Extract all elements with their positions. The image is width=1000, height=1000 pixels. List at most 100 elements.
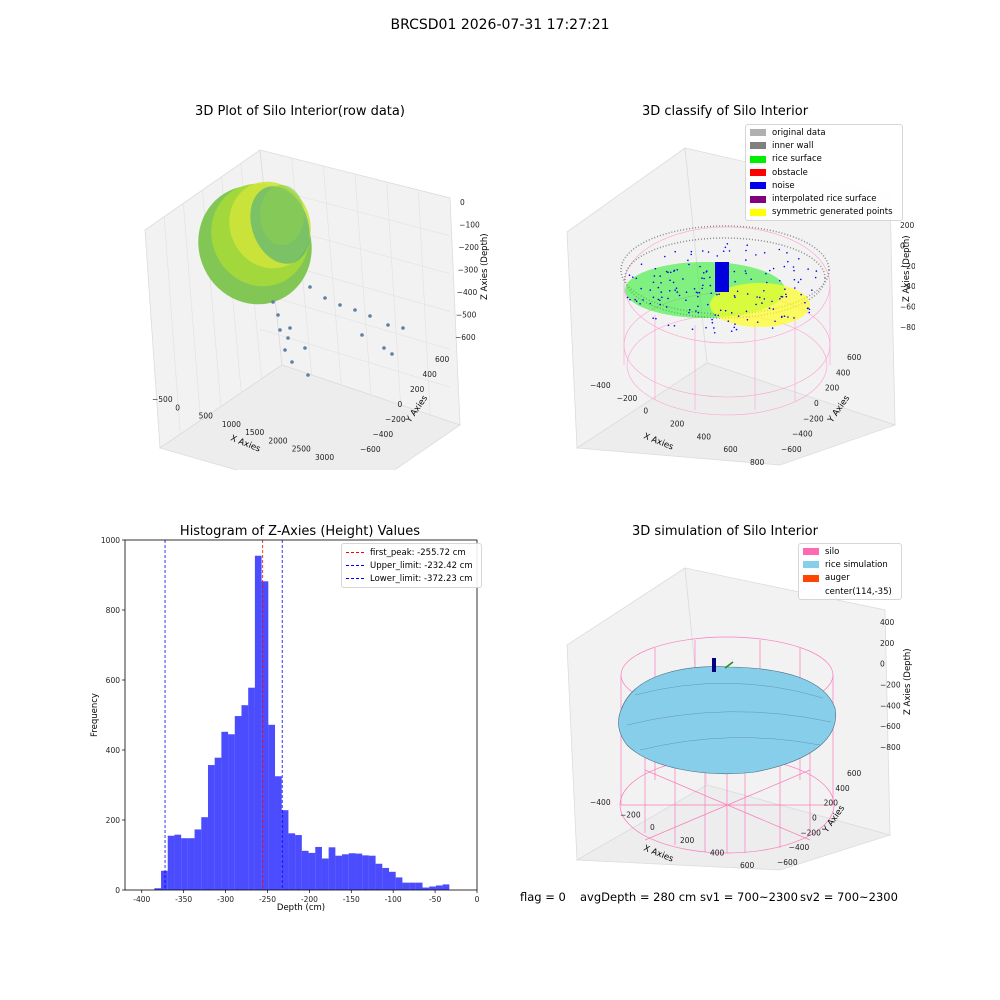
histogram-legend: first_peak: -255.72 cm Upper_limit: -232.…	[341, 543, 482, 588]
x-tick-label: 3000	[315, 453, 334, 462]
classify-zlabel: Z Axies (Depth)	[902, 235, 912, 302]
y-tick-label: 400	[836, 368, 851, 377]
histogram-y-tick-label: 1000	[101, 536, 120, 545]
histogram-bar	[261, 581, 269, 890]
x-tick-label: −200	[620, 811, 641, 820]
z-tick-label: −100	[459, 221, 480, 230]
y-tick-label: −600	[781, 445, 802, 454]
simulation-legend-item: rice simulation	[803, 558, 897, 571]
simulation-rice-surface	[618, 666, 836, 774]
histogram-chart: -400 -350 -300 -250 -200 -150 -100 -50 0 0 200 400…	[90, 536, 480, 913]
histogram-y-tick-label: 600	[106, 676, 121, 685]
classify-legend-item: inner wall	[750, 139, 898, 152]
histogram-bar	[254, 555, 262, 890]
histogram-ylabel: Frequency	[90, 693, 100, 737]
histogram-bar	[241, 705, 249, 890]
x-tick-label: 200	[670, 420, 685, 429]
y-tick-label: −400	[373, 430, 394, 439]
y-tick-label: −400	[792, 430, 813, 439]
histogram-bar	[368, 855, 376, 890]
z-tick-label: −600	[455, 333, 476, 342]
y-tick-label: 0	[398, 400, 403, 409]
histogram-bar	[442, 884, 450, 890]
y-tick-label: −200	[800, 828, 821, 837]
simulation-legend: silo rice simulation auger center(114,-35)	[798, 543, 902, 601]
histogram-x-tick-label: -300	[217, 895, 234, 904]
footer-sv2: sv2 = 700~2300	[800, 890, 898, 904]
simulation-legend-item: auger	[803, 572, 897, 585]
x-tick-label: −400	[590, 798, 611, 807]
x-tick-label: −400	[590, 381, 611, 390]
histogram-bar	[301, 850, 309, 890]
classify-plot-title: 3D classify of Silo Interior	[641, 104, 809, 119]
y-tick-label: −200	[803, 414, 824, 423]
x-tick-label: 1500	[245, 428, 264, 437]
histogram-x-tick-label: -100	[385, 895, 402, 904]
raw-scatter-points	[271, 285, 405, 377]
histogram-bar	[429, 886, 436, 890]
classify-legend-swatch	[750, 208, 766, 216]
simulation-legend-swatch	[803, 548, 819, 556]
classify-noise-points	[626, 242, 818, 334]
z-tick-label: 0	[460, 198, 465, 207]
histogram-bar	[335, 855, 343, 890]
x-tick-label: 200	[680, 836, 695, 845]
y-tick-label: 200	[824, 799, 839, 808]
histogram-bar	[281, 810, 289, 890]
x-tick-label: 0	[643, 407, 648, 416]
y-tick-label: 600	[847, 769, 862, 778]
y-tick-label: −400	[789, 843, 810, 852]
classify-legend-item: original data	[750, 126, 898, 139]
y-tick-label: 0	[812, 814, 817, 823]
histogram-xlabel: Depth (cm)	[277, 903, 325, 913]
histogram-bar	[355, 853, 363, 890]
classify-silo-wireframe	[623, 226, 831, 416]
histogram-bar	[348, 853, 356, 890]
raw-scatter-cloud	[198, 181, 312, 305]
classify-rice-surface	[625, 262, 810, 327]
histogram-bar	[275, 776, 282, 890]
x-tick-label: 600	[723, 445, 738, 454]
x-tick-label: 600	[740, 861, 755, 870]
classify-legend-item: rice surface	[750, 153, 898, 166]
histogram-bar	[154, 888, 162, 890]
y-tick-label: −200	[385, 415, 406, 424]
histogram-bar	[321, 858, 329, 890]
histogram-y-tick-label: 0	[115, 886, 120, 895]
histogram-bar	[214, 757, 222, 890]
classify-legend: original data inner wall rice surface obsta…	[745, 124, 903, 222]
footer-sv1: sv1 = 700~2300	[700, 890, 798, 904]
z-tick-label: −200	[880, 681, 901, 690]
z-tick-label: −500	[456, 311, 477, 320]
classify-legend-item: interpolated rice surface	[750, 192, 898, 205]
z-tick-label: 200	[900, 221, 915, 230]
histogram-y-tick-label: 200	[106, 816, 121, 825]
z-tick-label: −400	[900, 282, 915, 291]
x-tick-label: 0	[175, 403, 180, 412]
classify-legend-swatch	[750, 155, 766, 163]
classify-legend-swatch	[750, 195, 766, 203]
histogram-x-tick-label: -400	[133, 895, 150, 904]
histogram-bar	[221, 731, 229, 890]
histogram-legend-item: first_peak: -255.72 cm	[346, 546, 477, 559]
y-tick-label: −600	[777, 858, 798, 867]
histogram-bar	[161, 870, 168, 890]
histogram-x-tick-label: -350	[175, 895, 192, 904]
classify-legend-item: noise	[750, 179, 898, 192]
histogram-bar	[362, 855, 369, 890]
simulation-legend-swatch	[803, 588, 819, 595]
histogram-x-tick-label: -250	[259, 895, 276, 904]
y-tick-label: 600	[847, 353, 862, 362]
histogram-bar	[181, 838, 188, 890]
histogram-title: Histogram of Z-Axies (Height) Values	[179, 524, 421, 539]
histogram-bar	[194, 829, 202, 890]
histogram-bar	[415, 882, 423, 890]
histogram-bar	[375, 863, 383, 890]
histogram-bar	[295, 835, 302, 890]
x-tick-label: 800	[750, 458, 765, 467]
z-tick-label: 0	[880, 660, 885, 669]
z-tick-label: 400	[880, 618, 895, 627]
figure-title: BRCSD01 2026-07-31 17:27:21	[390, 17, 610, 33]
histogram-x-tick-label: -50	[429, 895, 441, 904]
histogram-x-tick-label: -200	[301, 895, 318, 904]
